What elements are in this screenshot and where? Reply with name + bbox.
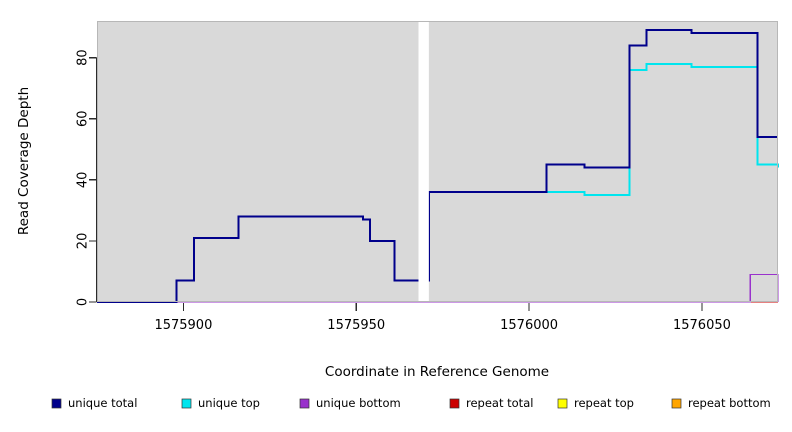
y-tick-label: 40 [76,172,91,189]
legend-label: repeat total [466,396,533,410]
x-tick-label: 1575950 [327,318,385,333]
x-axis: 1575900 1575950 1576000 1576050 [154,303,731,333]
legend-label: repeat bottom [688,396,771,410]
legend-label: repeat top [574,396,634,410]
x-tick-label: 1576000 [500,318,558,333]
x-axis-title: Coordinate in Reference Genome [325,364,549,380]
legend-item-repeat-bottom[interactable]: repeat bottom [671,396,771,410]
x-tick-label: 1575900 [154,318,212,333]
legend-label: unique top [198,396,260,410]
y-axis: 0 20 40 60 80 [76,49,98,306]
legend: unique total unique top unique bottom repea… [51,396,771,410]
y-axis-title: Read Coverage Depth [16,87,32,235]
missing-data-gap [418,21,429,302]
y-tick-label: 80 [76,49,91,66]
legend-item-unique-total[interactable]: unique total [51,396,137,410]
y-tick-label: 20 [76,233,91,250]
legend-item-unique-top[interactable]: unique top [181,396,260,410]
legend-item-unique-bottom[interactable]: unique bottom [299,396,401,410]
x-tick-label: 1576050 [673,318,731,333]
plot-panel-border [96,20,779,303]
legend-item-repeat-total[interactable]: repeat total [449,396,533,410]
legend-label: unique bottom [316,396,401,410]
y-tick-label: 0 [76,298,91,306]
y-tick-label: 60 [76,110,91,127]
plot-panel-background [97,21,778,302]
legend-label: unique total [68,396,137,410]
legend-item-repeat-top[interactable]: repeat top [557,396,634,410]
